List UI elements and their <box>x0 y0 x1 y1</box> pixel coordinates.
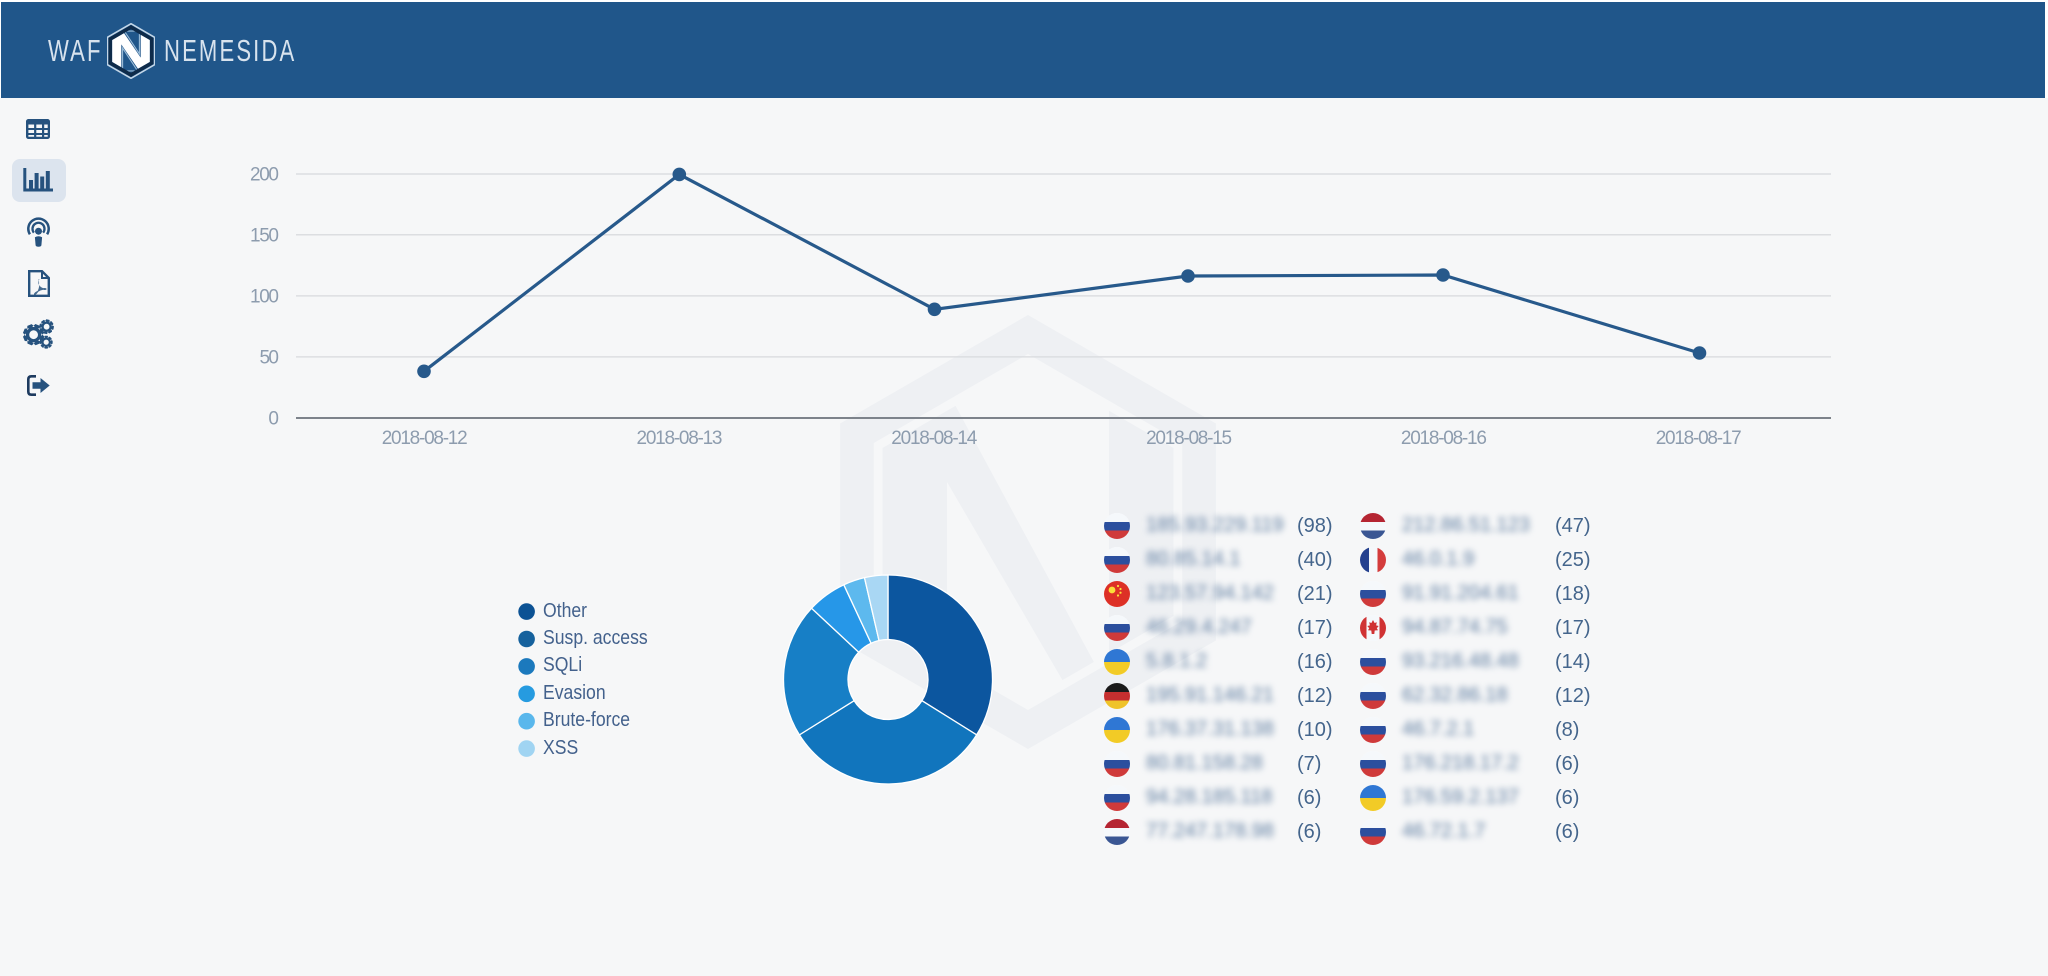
svg-text:2018-08-15: 2018-08-15 <box>1146 428 1232 449</box>
svg-text:50: 50 <box>260 347 280 368</box>
svg-text:0: 0 <box>268 409 279 430</box>
svg-text:200: 200 <box>250 165 279 186</box>
svg-text:2018-08-14: 2018-08-14 <box>891 428 977 449</box>
svg-text:150: 150 <box>250 225 279 246</box>
svg-text:2018-08-17: 2018-08-17 <box>1656 428 1742 449</box>
svg-text:2018-08-13: 2018-08-13 <box>637 428 723 449</box>
svg-text:100: 100 <box>250 286 279 307</box>
svg-text:2018-08-16: 2018-08-16 <box>1401 428 1487 449</box>
svg-text:2018-08-12: 2018-08-12 <box>382 428 468 449</box>
